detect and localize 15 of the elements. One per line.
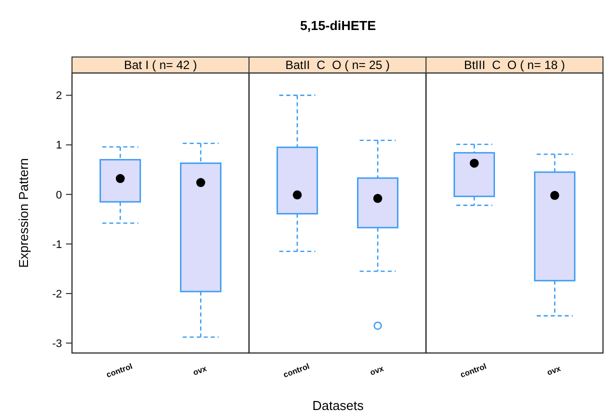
chart-title: 5,15-diHETE: [300, 18, 376, 33]
chart-subtitle: BatII C O ( n= 25 ): [285, 58, 390, 72]
y-axis-title: Expression Pattern: [16, 158, 31, 268]
y-tick-label: -2: [52, 288, 62, 300]
y-tick-label: -1: [52, 238, 62, 251]
y-tick-label: 1: [56, 140, 62, 152]
x-axis-title: Datasets: [312, 398, 364, 413]
x-tick-label: ovx: [192, 364, 208, 378]
x-tick-label: ovx: [546, 364, 562, 378]
chart-subtitle: BtIII C O ( n= 18 ): [464, 58, 566, 72]
y-tick-label: 0: [56, 189, 62, 202]
x-tick-label: ovx: [368, 364, 386, 378]
y-tick-label: -3: [52, 338, 62, 350]
chart-subtitle: Bat I ( n= 42 ): [124, 58, 198, 72]
y-tick-label: 2: [56, 90, 62, 102]
